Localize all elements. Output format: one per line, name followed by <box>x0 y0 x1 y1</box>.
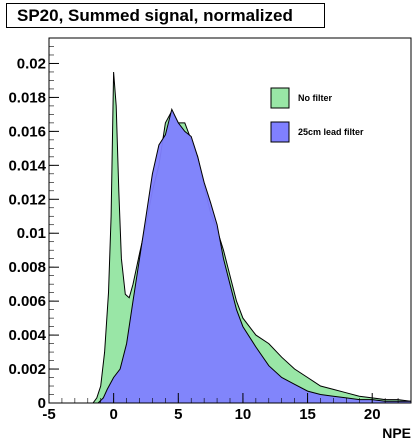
legend-swatch-2 <box>270 121 290 143</box>
x-axis-label: NPE <box>382 425 411 441</box>
y-tick-label: 0.01 <box>17 225 46 242</box>
legend-label-1: No filter <box>298 93 332 103</box>
x-tick-label: 15 <box>299 406 316 423</box>
y-tick-label: 0 <box>38 395 46 412</box>
y-tick-label: 0.008 <box>8 259 46 276</box>
x-tick-label: 10 <box>235 406 252 423</box>
legend-swatch-1 <box>270 87 290 109</box>
y-tick-label: 0.02 <box>17 55 46 72</box>
axes-layer: 0 0.002 0.004 0.006 0.008 0.01 0.012 0.014 0.016… <box>8 37 412 441</box>
y-tick-label: 0.018 <box>8 89 46 106</box>
y-tick-label: 0.014 <box>8 157 46 174</box>
x-tick-label: -5 <box>42 406 55 423</box>
x-tick-label: 0 <box>109 406 117 423</box>
y-tick-label: 0.002 <box>8 361 46 378</box>
y-tick-label: 0.012 <box>8 191 46 208</box>
series-layer <box>49 71 412 404</box>
x-tick-label: 20 <box>364 406 381 423</box>
series-2-area <box>49 107 412 404</box>
x-tick-label: 5 <box>174 406 182 423</box>
y-tick-label: 0.016 <box>8 123 46 140</box>
legend-label-2: 25cm lead filter <box>298 127 364 137</box>
chart-title: SP20, Summed signal, normalized <box>6 3 325 28</box>
legend: No filter 25cm lead filter <box>270 87 364 143</box>
y-tick-label: 0.004 <box>8 327 46 344</box>
y-tick-label: 0.006 <box>8 293 46 310</box>
